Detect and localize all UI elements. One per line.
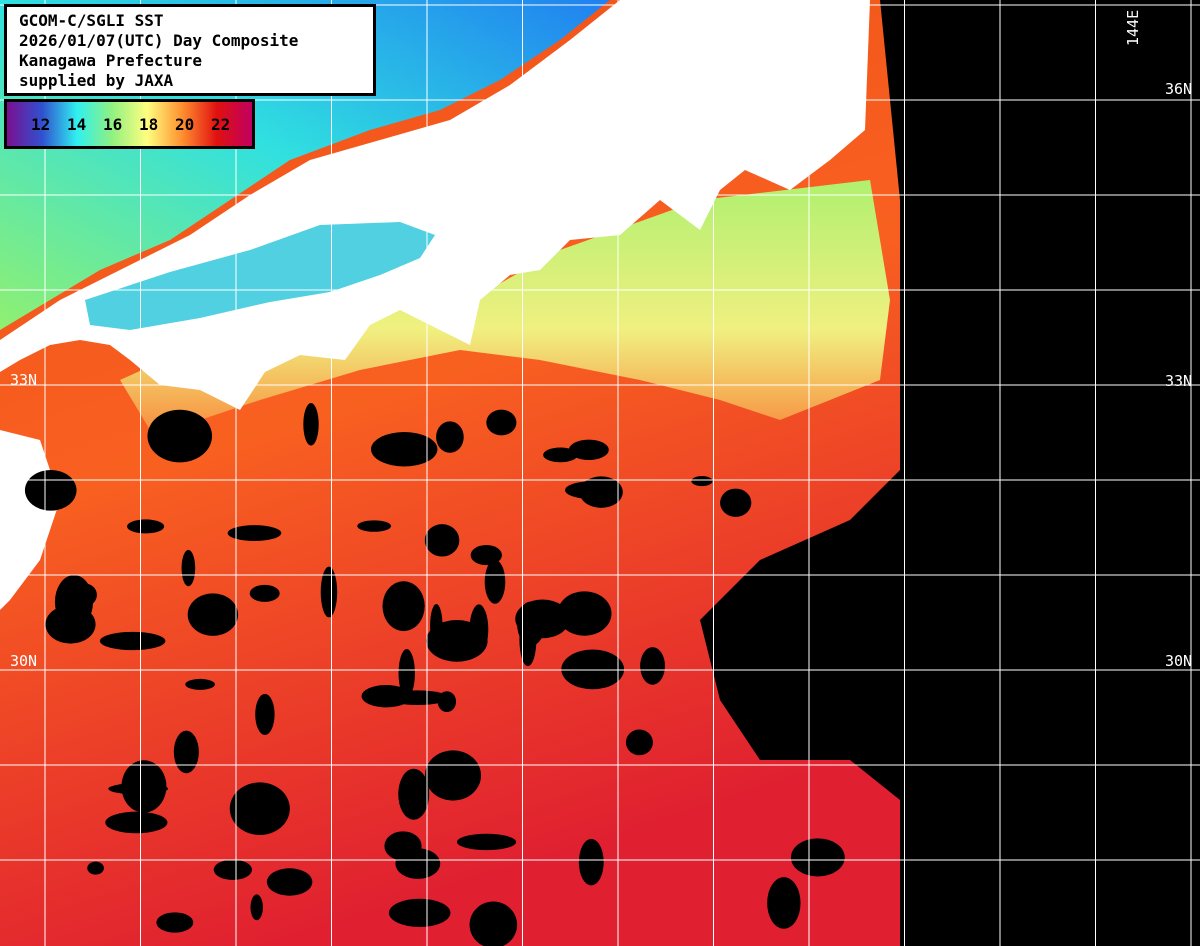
lat-label-30n-left: 30N xyxy=(10,652,38,670)
cloud-gap xyxy=(147,409,213,463)
cloud-gap xyxy=(388,898,451,928)
cloud-gap xyxy=(395,848,441,879)
cloud-gap xyxy=(640,647,665,685)
cloud-gap xyxy=(625,729,653,756)
cloud-gap xyxy=(426,620,488,662)
cloud-gap xyxy=(54,575,94,629)
cloud-gap xyxy=(470,544,502,566)
cloud-gap xyxy=(249,584,280,602)
cloud-gap xyxy=(250,894,263,921)
cloud-gap xyxy=(227,525,282,541)
cloud-gap xyxy=(486,409,517,436)
cloud-gap xyxy=(838,663,853,692)
cloud-gap xyxy=(565,481,615,499)
lat-label-33n-left: 33N xyxy=(10,371,38,389)
title-box: GCOM-C/SGLI SST 2026/01/07(UTC) Day Comp… xyxy=(4,4,376,96)
cloud-gap xyxy=(181,549,196,587)
cloud-gap xyxy=(229,782,290,835)
cloud-gap xyxy=(357,520,392,532)
colorbar-tick: 16 xyxy=(103,114,123,134)
cloud-gap xyxy=(398,648,415,698)
title-line-4: supplied by JAXA xyxy=(19,71,174,90)
lon-label-144e: 144E xyxy=(1124,9,1142,46)
colorbar-tick: 18 xyxy=(139,114,159,134)
cloud-gap xyxy=(456,833,517,851)
cloud-gap xyxy=(156,912,194,933)
cloud-gap xyxy=(784,711,841,753)
cloud-gap xyxy=(568,439,609,460)
colorbar-legend: 12 14 16 18 20 22 xyxy=(4,99,255,149)
cloud-gap xyxy=(213,859,253,880)
colorbar-tick: 20 xyxy=(175,114,195,134)
cloud-gap xyxy=(578,838,604,886)
cloud-gap xyxy=(790,838,845,877)
cloud-gap xyxy=(436,421,464,453)
cloud-gap xyxy=(424,524,460,557)
cloud-gap xyxy=(703,614,721,634)
cloud-gap xyxy=(266,868,313,896)
cloud-gap xyxy=(823,563,861,595)
cloud-gap xyxy=(99,631,166,651)
cloud-gap xyxy=(469,901,518,946)
cloud-gap xyxy=(767,877,801,929)
lat-label-30n: 30N xyxy=(1165,652,1193,670)
lat-label-33n: 33N xyxy=(1165,372,1193,390)
cloud-gap xyxy=(126,519,165,534)
cloud-gap xyxy=(543,447,578,463)
cloud-gap xyxy=(382,581,425,632)
cloud-gap xyxy=(832,714,863,740)
title-line-3: Kanagawa Prefecture xyxy=(19,51,203,70)
title-line-1: GCOM-C/SGLI SST xyxy=(19,11,164,30)
cloud-gap xyxy=(561,649,625,690)
cloud-gap xyxy=(557,591,612,636)
cloud-gap xyxy=(24,469,77,511)
cloud-gap xyxy=(370,432,438,467)
cloud-gap xyxy=(691,476,713,487)
cloud-gap xyxy=(386,690,449,706)
colorbar-tick: 14 xyxy=(67,114,87,134)
cloud-gap xyxy=(87,861,104,875)
cloud-gap xyxy=(165,423,182,435)
cloud-gap xyxy=(781,696,799,715)
colorbar-tick: 22 xyxy=(211,114,231,134)
cloud-gap xyxy=(105,811,168,834)
cloud-gap xyxy=(519,612,537,667)
cloud-gap xyxy=(173,730,199,774)
cloud-gap xyxy=(121,760,167,813)
no-data-region xyxy=(700,0,1200,946)
cloud-gap xyxy=(398,768,430,820)
cloud-gap xyxy=(255,693,275,736)
cloud-gap xyxy=(484,559,506,604)
cloud-gap xyxy=(187,593,239,636)
cloud-gap xyxy=(320,566,338,618)
seto-inland-sea xyxy=(85,222,435,330)
coastal-sea xyxy=(120,180,890,430)
cloud-gap xyxy=(720,488,752,517)
cloud-gap xyxy=(303,402,319,446)
cloud-gap xyxy=(185,678,215,690)
colorbar-tick: 12 xyxy=(31,114,51,134)
cloud-gap xyxy=(424,750,482,801)
title-line-2: 2026/01/07(UTC) Day Composite xyxy=(19,31,299,50)
lat-label-36n: 36N xyxy=(1165,80,1193,98)
